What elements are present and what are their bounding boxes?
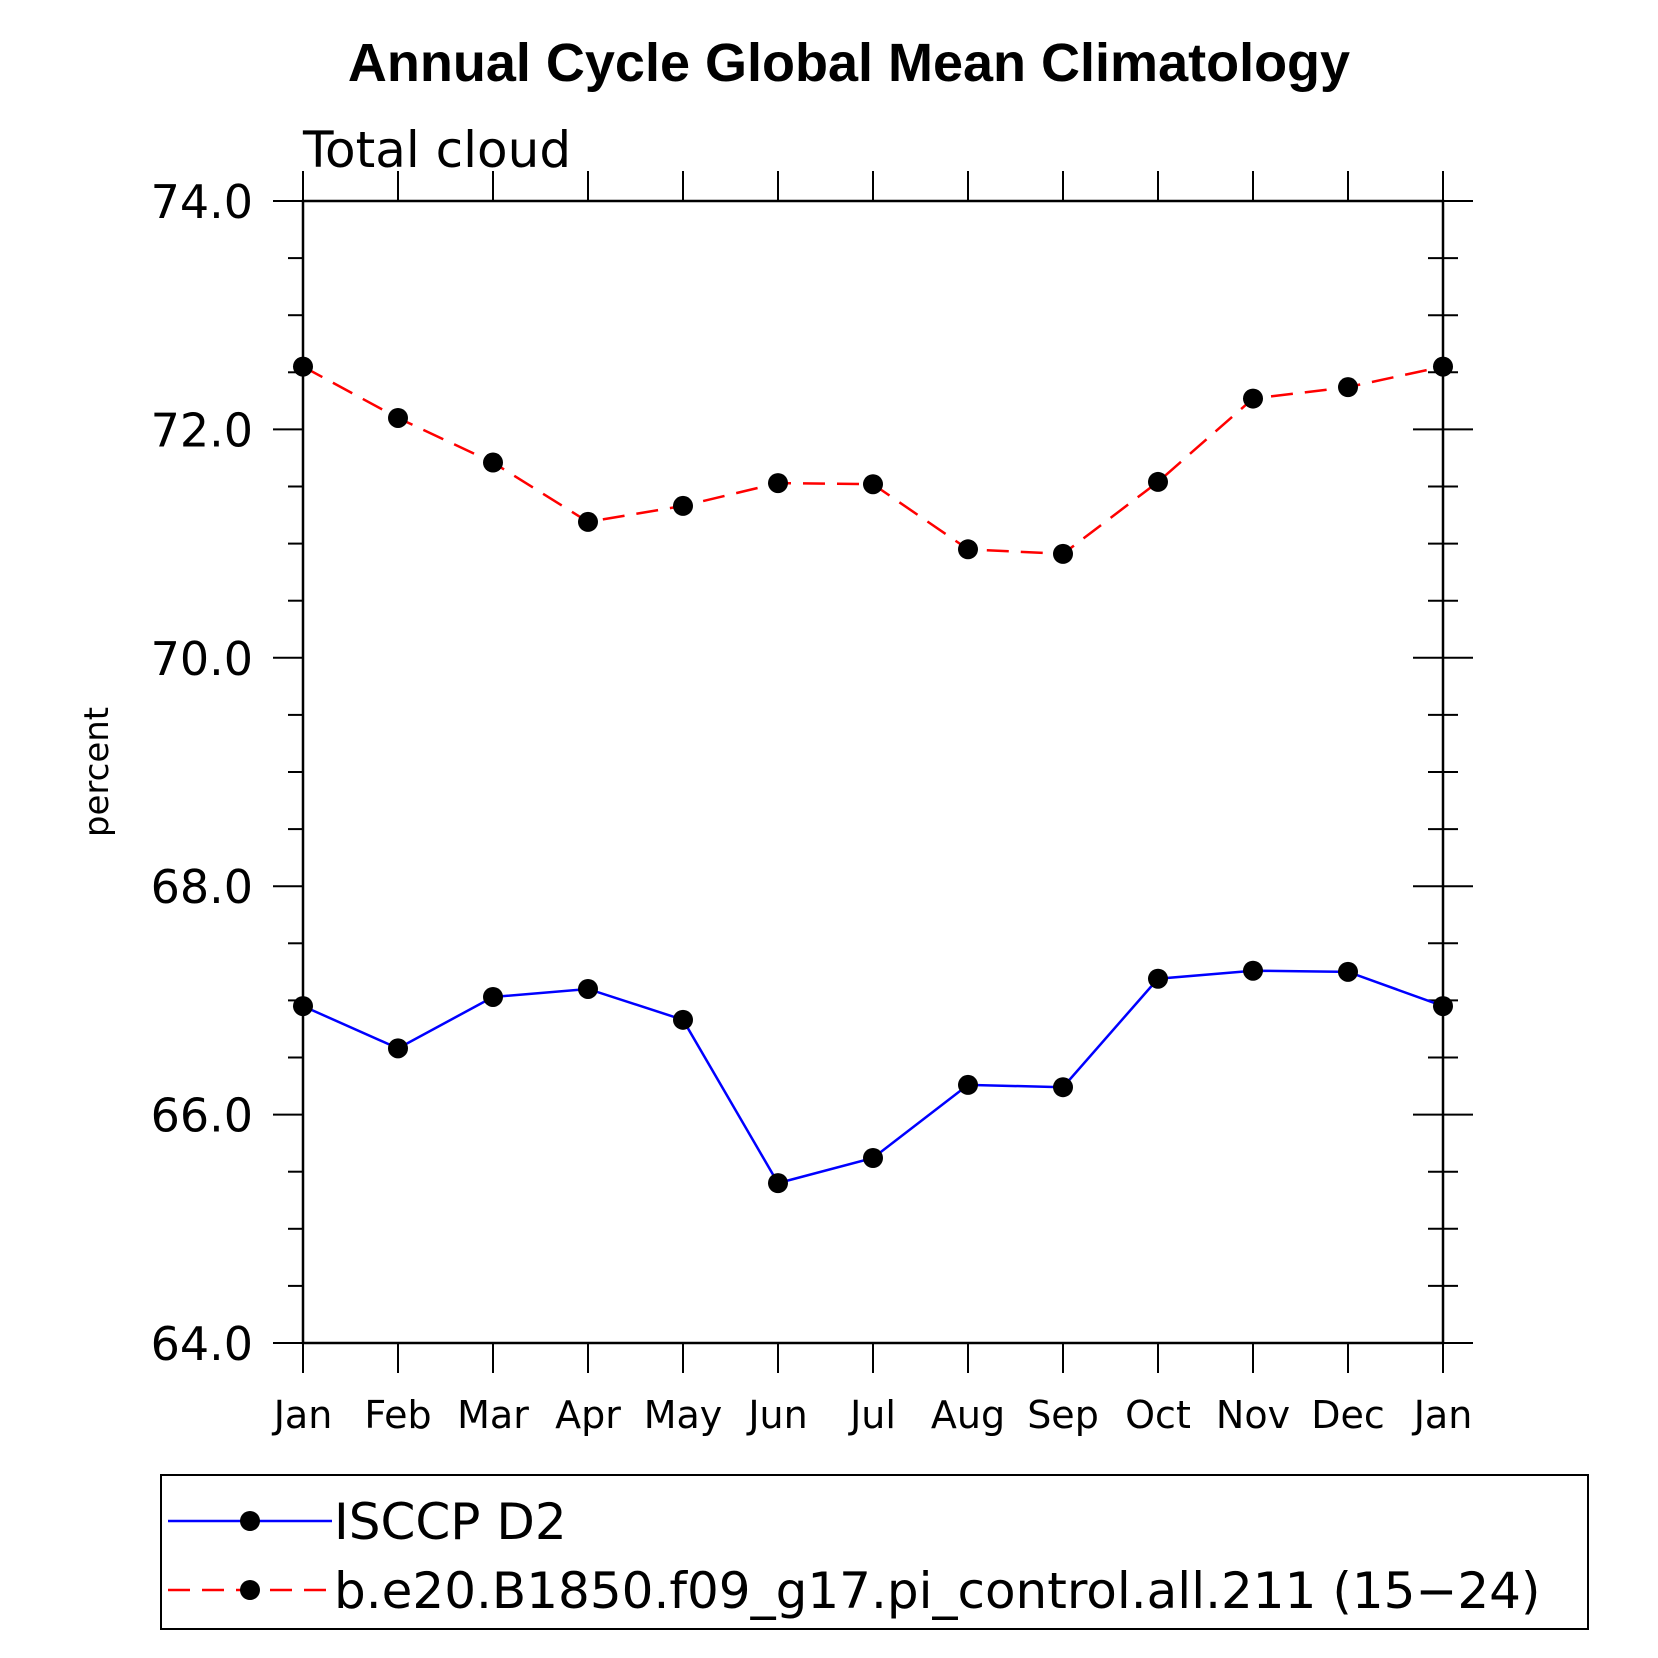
x-tick-label: Jan bbox=[1412, 1393, 1473, 1437]
data-point bbox=[673, 1009, 693, 1030]
legend-marker bbox=[240, 1511, 260, 1531]
x-tick-label: Jun bbox=[746, 1393, 807, 1437]
series-1 bbox=[293, 960, 1453, 1194]
x-tick-label: May bbox=[644, 1393, 723, 1437]
data-point bbox=[673, 495, 693, 516]
data-point bbox=[293, 996, 313, 1017]
data-point bbox=[863, 1147, 883, 1168]
data-point bbox=[1243, 960, 1263, 981]
data-point bbox=[1243, 388, 1263, 409]
x-tick-label: Aug bbox=[931, 1393, 1005, 1437]
data-point bbox=[768, 1173, 788, 1194]
x-tick-label: Jul bbox=[848, 1393, 896, 1437]
x-tick-label: Feb bbox=[364, 1393, 431, 1437]
data-point bbox=[958, 539, 978, 560]
data-point bbox=[1338, 377, 1358, 398]
axes: 64.0 66.0 68.0 70.0 72.0 74.0 Jan Feb Mar Apr May J… bbox=[151, 171, 1473, 1437]
data-point bbox=[1053, 543, 1073, 564]
series-layer bbox=[293, 356, 1453, 1194]
x-tick-label: Nov bbox=[1216, 1393, 1290, 1437]
x-tick-label: Oct bbox=[1125, 1393, 1191, 1437]
y-tick-label: 70.0 bbox=[151, 632, 253, 686]
data-point bbox=[388, 407, 408, 428]
data-point bbox=[958, 1074, 978, 1095]
legend-box bbox=[160, 1474, 1589, 1630]
chart-subtitle: Total cloud bbox=[302, 121, 571, 179]
legend-label: b.e20.B1850.f09_g17.pi_control.all.211 (… bbox=[334, 1562, 1540, 1620]
data-point bbox=[1148, 471, 1168, 492]
y-tick-label: 66.0 bbox=[151, 1089, 253, 1143]
data-point bbox=[863, 474, 883, 495]
x-tick-label: Apr bbox=[555, 1393, 621, 1437]
data-point bbox=[1338, 961, 1358, 982]
legend-marker bbox=[240, 1580, 260, 1600]
y-tick-label: 74.0 bbox=[151, 175, 253, 229]
x-tick-label: Dec bbox=[1311, 1393, 1385, 1437]
data-point bbox=[1433, 356, 1453, 377]
chart-title: Annual Cycle Global Mean Climatology bbox=[347, 33, 1351, 93]
data-point bbox=[1148, 968, 1168, 989]
x-tick-label: Jan bbox=[272, 1393, 333, 1437]
series-line bbox=[302, 365, 1444, 556]
series-2 bbox=[293, 356, 1453, 564]
data-point bbox=[768, 473, 788, 494]
plot-frame bbox=[301, 199, 1445, 1345]
x-tick-label: Mar bbox=[457, 1393, 529, 1437]
legend-label: ISCCP D2 bbox=[334, 1493, 567, 1551]
y-tick-label: 64.0 bbox=[151, 1317, 253, 1371]
data-point bbox=[578, 511, 598, 532]
data-point bbox=[483, 986, 503, 1007]
data-point bbox=[578, 978, 598, 999]
data-point bbox=[388, 1038, 408, 1059]
y-tick-label: 68.0 bbox=[151, 860, 253, 914]
y-axis-label: percent bbox=[77, 707, 117, 837]
data-point bbox=[1053, 1077, 1073, 1098]
data-point bbox=[293, 356, 313, 377]
x-tick-label: Sep bbox=[1027, 1393, 1099, 1437]
data-point bbox=[1433, 996, 1453, 1017]
y-tick-label: 72.0 bbox=[151, 403, 253, 457]
legend: ISCCP D2 b.e20.B1850.f09_g17.pi_control.a… bbox=[160, 1474, 1589, 1630]
data-point bbox=[483, 452, 503, 473]
